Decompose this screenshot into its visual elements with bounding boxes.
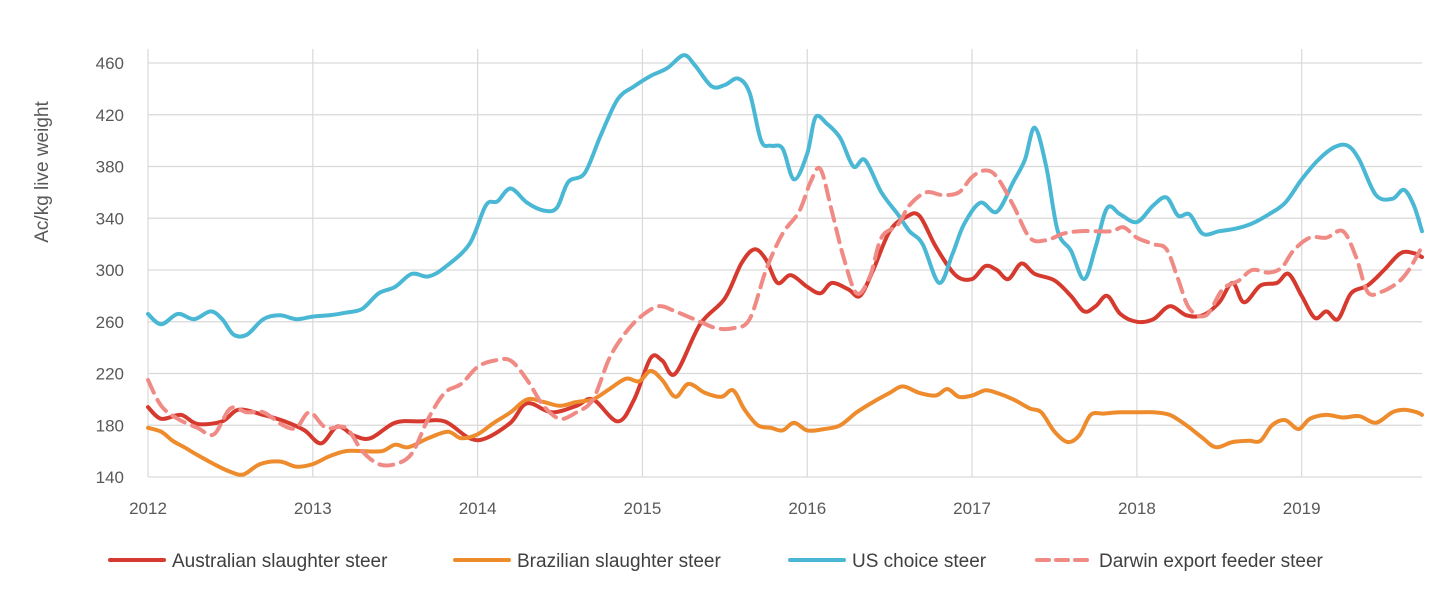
x-tick-label: 2018	[1118, 499, 1156, 518]
y-tick-label: 260	[96, 313, 124, 332]
legend-label-us-choice-steer: US choice steer	[852, 551, 987, 572]
y-tick-label: 180	[96, 416, 124, 435]
y-tick-label: 220	[96, 365, 124, 384]
grid	[147, 49, 1422, 478]
series-line-australian-slaughter-steer	[146, 211, 1424, 446]
x-tick-label: 2014	[459, 499, 497, 518]
legend-label-australian-slaughter-steer: Australian slaughter steer	[172, 551, 388, 572]
y-tick-label: 460	[96, 54, 124, 73]
y-tick-label: 420	[96, 106, 124, 125]
x-tick-label: 2017	[953, 499, 991, 518]
x-tick-label: 2013	[294, 499, 332, 518]
legend-label-darwin-export-feeder-steer: Darwin export feeder steer	[1099, 551, 1324, 572]
series-lines	[146, 53, 1424, 477]
x-tick-label: 2015	[624, 499, 662, 518]
series-line-brazilian-slaughter-steer	[146, 368, 1424, 477]
y-tick-label: 300	[96, 261, 124, 280]
y-tick-label: 380	[96, 158, 124, 177]
y-tick-label: 340	[96, 209, 124, 228]
y-axis-title: Ac/kg live weight	[32, 101, 53, 243]
legend-label-brazilian-slaughter-steer: Brazilian slaughter steer	[517, 551, 721, 572]
y-axis-ticks: 140 180 220 260 300 340 380 420 460	[96, 54, 124, 487]
x-axis-ticks: 2012 2013 2014 2015 2016 2017 2018 2019	[129, 499, 1321, 518]
series-line-us-choice-steer	[146, 53, 1424, 339]
x-tick-label: 2016	[788, 499, 826, 518]
x-tick-label: 2019	[1283, 499, 1321, 518]
legend: Australian slaughter steer Brazilian slau…	[108, 551, 1324, 572]
x-tick-label: 2012	[129, 499, 167, 518]
y-tick-label: 140	[96, 468, 124, 487]
series-line-darwin-export-feeder-steer	[146, 165, 1424, 468]
